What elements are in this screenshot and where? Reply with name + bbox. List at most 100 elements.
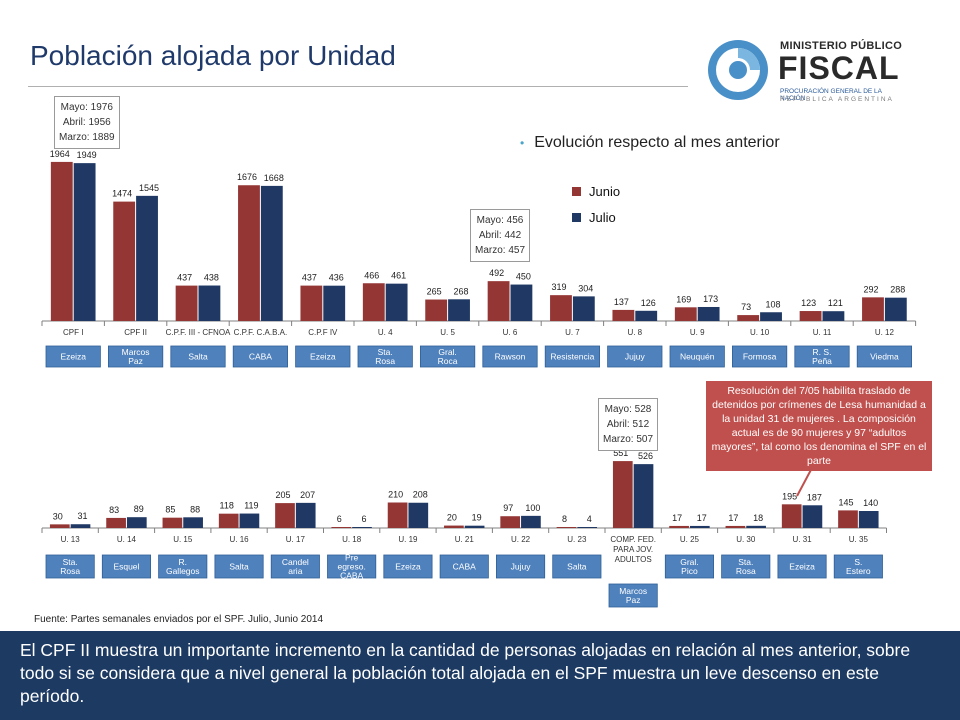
data-label: 304 [578, 283, 593, 293]
bar-junio [275, 503, 295, 528]
category-label: U. 35 [849, 535, 869, 544]
data-label: 187 [807, 492, 822, 502]
logo-line-4: REPÚBLICA ARGENTINA [780, 96, 894, 103]
data-label: 1676 [237, 172, 257, 182]
category-label: U. 6 [503, 328, 518, 337]
bar-junio [175, 285, 198, 321]
location-badge [45, 345, 101, 368]
bar-julio [572, 296, 595, 321]
data-label: 121 [828, 298, 843, 308]
bar-junio [725, 525, 746, 528]
location-label: Gallegos [166, 566, 200, 576]
bar-julio [577, 527, 598, 528]
category-label: U. 4 [378, 328, 393, 337]
category-label: C.P.F IV [308, 328, 338, 337]
ministerio-logo: MINISTERIO PÚBLICO FISCAL PROCURACIÓN GE… [706, 36, 906, 106]
logo-line-2: FISCAL [778, 50, 900, 86]
category-label: CPF I [63, 328, 83, 337]
location-label: CABA [453, 562, 476, 572]
location-label: Jujuy [625, 352, 646, 362]
category-label: ADULTOS [615, 555, 652, 564]
bar-junio [162, 517, 183, 528]
data-label: 17 [672, 513, 682, 523]
location-label: Sta. [63, 557, 78, 567]
data-label: 1545 [139, 183, 159, 193]
data-label: 123 [801, 298, 816, 308]
location-badge [721, 554, 771, 579]
data-label: 97 [503, 503, 513, 513]
location-label: Ezeiza [310, 352, 336, 362]
data-label: 1949 [77, 150, 97, 160]
location-label: Salta [188, 352, 208, 362]
bar-junio [106, 517, 126, 528]
data-label: 31 [77, 511, 87, 521]
data-label: 205 [275, 490, 290, 500]
category-label: U. 25 [680, 535, 700, 544]
source-note: Fuente: Partes semanales enviados por el… [34, 614, 324, 625]
bar-julio [126, 517, 147, 528]
location-label: S. [854, 557, 862, 567]
bar-julio [260, 185, 283, 321]
location-badge [232, 345, 288, 368]
data-label: 265 [427, 287, 442, 297]
chart-legend: Junio Julio [572, 178, 620, 230]
location-label: CABA [249, 352, 272, 362]
bar-junio [799, 311, 822, 321]
location-label: aria [288, 566, 302, 576]
data-label: 17 [697, 513, 707, 523]
data-label: 319 [551, 282, 566, 292]
bar-julio [448, 299, 470, 321]
location-label: Formosa [743, 352, 777, 362]
location-badge [544, 345, 601, 368]
bar-junio [49, 524, 70, 528]
location-label: Viedma [870, 352, 899, 362]
data-label: 89 [134, 504, 144, 514]
legend-item-junio: Junio [572, 178, 620, 204]
category-label: U. 16 [229, 535, 249, 544]
location-label: egreso. [337, 562, 365, 572]
data-label: 450 [516, 272, 531, 282]
category-label: U. 9 [690, 328, 705, 337]
location-badge [270, 554, 320, 579]
location-badge [327, 554, 377, 579]
data-label: 1964 [50, 149, 70, 159]
location-badge [608, 583, 658, 608]
data-label: 6 [337, 514, 342, 524]
location-badge [45, 554, 95, 579]
data-label: 268 [454, 286, 469, 296]
data-label: 19 [472, 513, 482, 523]
location-badge [856, 345, 913, 368]
bar-julio [323, 285, 346, 321]
location-label: Pre [345, 553, 359, 563]
legend-label-junio: Junio [589, 183, 621, 199]
page-title: Población alojada por Unidad [30, 40, 396, 71]
bar-julio [295, 502, 316, 528]
data-label: 438 [204, 273, 219, 283]
bar-junio [737, 315, 760, 321]
bar-junio [781, 504, 802, 528]
location-label: R. S. [813, 347, 832, 357]
category-label: U. 23 [567, 535, 587, 544]
category-label: CPF II [124, 328, 147, 337]
data-label: 137 [614, 297, 629, 307]
bar-julio [858, 511, 879, 528]
data-label: 8 [562, 514, 567, 524]
bar-julio [352, 527, 372, 528]
data-label: 18 [753, 513, 763, 523]
category-label: C.P.F. C.A.B.A. [234, 328, 288, 337]
location-badge [552, 554, 602, 579]
data-label: 173 [703, 294, 718, 304]
location-label: Salta [567, 562, 587, 572]
logo-line-1: MINISTERIO PÚBLICO [780, 40, 903, 52]
subtitle-text: Evolución respecto al mes anterior [534, 134, 780, 151]
data-label: 292 [863, 284, 878, 294]
bar-julio [822, 311, 845, 321]
location-badge [158, 554, 208, 579]
data-label: 126 [641, 298, 656, 308]
callout-u31: Resolución del 7/05 habilita traslado de… [706, 381, 932, 471]
legend-swatch-junio [572, 186, 581, 196]
location-badge [607, 345, 663, 368]
category-label: U. 15 [173, 535, 193, 544]
bar-junio [444, 525, 464, 528]
title-divider [28, 86, 688, 87]
